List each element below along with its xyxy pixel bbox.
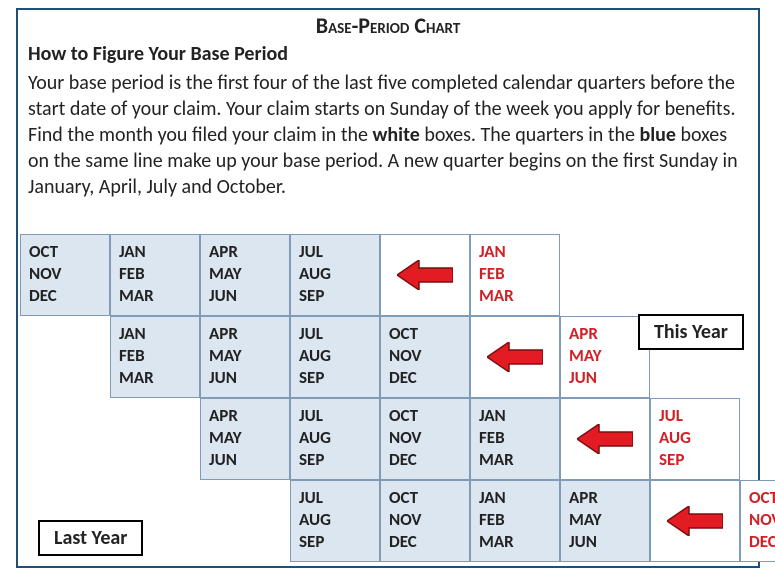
base-period-quarter: OCT NOV DEC bbox=[380, 480, 470, 562]
base-period-quarter: OCT NOV DEC bbox=[20, 234, 110, 316]
base-period-quarter: JUL AUG SEP bbox=[290, 234, 380, 316]
chart-title: Base-Period Chart bbox=[16, 12, 760, 39]
label-this-year: This Year bbox=[638, 314, 744, 350]
base-period-quarter: JAN FEB MAR bbox=[110, 234, 200, 316]
base-period-quarter: JUL AUG SEP bbox=[290, 316, 380, 398]
base-period-quarter: JAN FEB MAR bbox=[470, 398, 560, 480]
chart-frame: Base-Period Chart How to Figure Your Bas… bbox=[0, 0, 775, 579]
base-period-quarter: APR MAY JUN bbox=[200, 234, 290, 316]
base-period-quarter: APR MAY JUN bbox=[200, 398, 290, 480]
empty-cell bbox=[110, 398, 200, 480]
para-text-2: boxes. The quarters in the bbox=[420, 123, 640, 147]
claim-quarter-cell: JUL AUG SEP bbox=[650, 398, 740, 480]
empty-cell bbox=[650, 234, 740, 316]
base-period-quarter: JUL AUG SEP bbox=[290, 398, 380, 480]
label-last-year: Last Year bbox=[38, 520, 143, 556]
chart-subtitle: How to Figure Your Base Period bbox=[28, 42, 288, 66]
base-period-quarter: OCT NOV DEC bbox=[380, 316, 470, 398]
claim-quarter-cell: OCT NOV DEC bbox=[740, 480, 775, 562]
base-period-grid: OCT NOV DECJAN FEB MARAPR MAY JUNJUL AUG… bbox=[20, 234, 740, 562]
empty-cell bbox=[20, 398, 110, 480]
base-period-quarter: JAN FEB MAR bbox=[470, 480, 560, 562]
base-period-quarter: JAN FEB MAR bbox=[110, 316, 200, 398]
claim-quarter-cell: APR MAY JUN bbox=[560, 316, 650, 398]
empty-cell bbox=[560, 234, 650, 316]
base-period-quarter: APR MAY JUN bbox=[200, 316, 290, 398]
arrow-left-icon bbox=[650, 480, 740, 562]
base-period-quarter: JUL AUG SEP bbox=[290, 480, 380, 562]
empty-cell bbox=[200, 480, 290, 562]
arrow-left-icon bbox=[470, 316, 560, 398]
arrow-left-icon bbox=[380, 234, 470, 316]
empty-cell bbox=[20, 316, 110, 398]
claim-quarter-cell: JAN FEB MAR bbox=[470, 234, 560, 316]
explanation-paragraph: Your base period is the first four of th… bbox=[28, 70, 746, 200]
base-period-quarter: APR MAY JUN bbox=[560, 480, 650, 562]
base-period-quarter: OCT NOV DEC bbox=[380, 398, 470, 480]
arrow-left-icon bbox=[560, 398, 650, 480]
para-bold-blue: blue bbox=[640, 123, 676, 147]
para-bold-white: white bbox=[373, 123, 420, 147]
